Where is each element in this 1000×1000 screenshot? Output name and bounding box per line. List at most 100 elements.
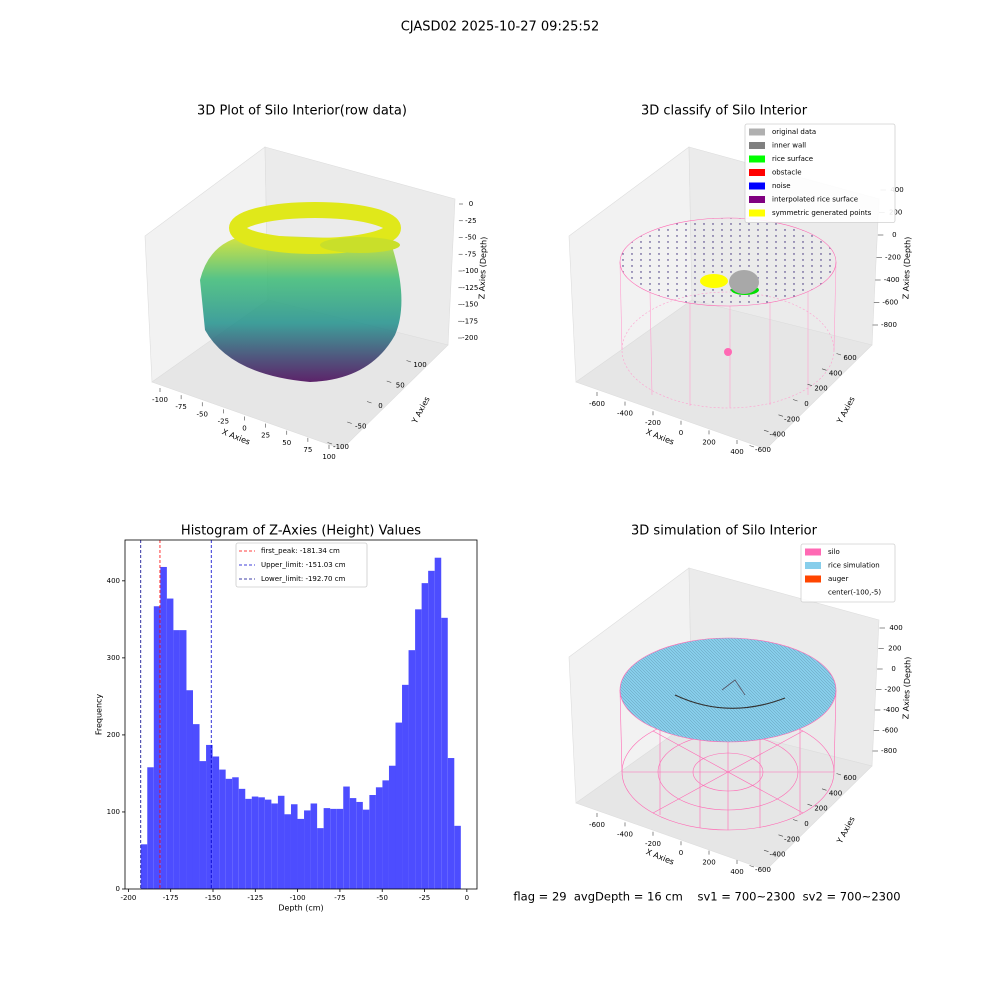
x-tick-label: 0 [242,425,246,433]
z-tick-label: 0 [892,231,896,239]
bar [245,798,252,889]
y-tick-label: 300 [107,654,120,662]
bar [219,769,226,889]
x-tick-label: 75 [303,446,312,454]
x-tick-label: -150 [205,894,221,902]
y-tick-label: -200 [784,415,800,423]
x-tick-label: -50 [197,410,208,418]
tick-mark [763,429,769,432]
bar [382,780,389,889]
z-tick-label: -75 [465,250,476,258]
tick-mark [749,865,755,868]
bar [153,606,161,889]
tick-mark [347,421,352,424]
legend-swatch [805,548,821,556]
y-tick-label: 200 [107,731,120,739]
bar [428,570,435,889]
bar [310,803,318,889]
z-tick-label: 200 [888,645,901,653]
x-tick-label: -100 [152,396,168,404]
z-tick-label: -125 [462,284,478,292]
legend-label: obstacle [772,169,802,177]
axis-label: Z Axies (Depth) [901,657,912,720]
x-tick-label: -200 [645,419,661,427]
bar [238,788,246,889]
figure-title: CJASD02 2025-10-27 09:25:52 [401,20,600,35]
legend-box [235,542,368,588]
axis-label: Z Axies (Depth) [477,237,488,300]
tick-mark [386,380,392,383]
y-tick-label: 0 [804,400,808,408]
y-tick-label: 400 [829,369,842,377]
chart-title: 3D Plot of Silo Interior(row data) [197,104,407,119]
x-tick-label: -25 [218,417,229,425]
bar [271,803,278,889]
z-tick-label: -200 [885,254,901,262]
x-tick-label: -600 [589,400,605,408]
legend-label: center(-100,-5) [828,589,881,597]
tick-mark [327,442,333,445]
x-tick-label: -75 [334,894,345,902]
y-tick-label: 600 [843,774,856,782]
y-tick-label: 200 [814,805,827,813]
legend-swatch [749,128,765,136]
tick-mark [749,445,755,448]
z-tick-label: -50 [465,234,476,242]
bar [323,808,331,889]
z-tick-label: -400 [883,706,899,714]
bar [160,566,167,889]
bar [343,786,350,889]
x-tick-label: -125 [247,894,263,902]
z-tick-label: 200 [889,209,902,217]
axes-frame [124,539,478,890]
bar [408,650,416,889]
x-tick-label: -75 [175,403,186,411]
legend-box [800,543,896,603]
bar [147,767,154,889]
z-tick-label: -400 [884,276,900,284]
y-tick-label: -400 [770,851,786,859]
bar [232,777,239,889]
bar [388,765,396,889]
tick-mark [366,401,372,404]
silo-simulation [619,637,837,831]
bar [415,609,422,889]
bar [179,630,187,889]
legend-label: Upper_limit: -151.03 cm [261,561,346,569]
z-tick-label: -200 [462,334,478,342]
legend-label: Lower_limit: -192.70 cm [261,575,346,583]
bar [258,797,265,889]
z-tick-label: 0 [891,665,895,673]
x-tick-label: -25 [419,894,430,902]
x-tick-label: -100 [290,894,306,902]
y-tick-label: 0 [804,820,808,828]
bar [434,557,442,889]
legend-label: rice simulation [828,562,880,570]
classified-points [700,270,759,295]
legend-swatch [749,142,765,149]
x-axis-label: Depth (cm) [278,904,323,913]
x-tick-label: 25 [261,432,270,440]
bar [395,722,403,889]
tick-mark [821,788,827,791]
legend-label: rice surface [772,155,813,163]
legend-box [744,123,896,223]
y-tick-label: 0 [378,402,382,410]
x-tick-label: 400 [730,868,743,876]
axis-label: Z Axies (Depth) [901,237,912,300]
y-tick-label: -200 [784,835,800,843]
bar [140,844,148,889]
x-tick-label: 200 [702,859,715,867]
bar [251,796,259,889]
x-tick-label: -175 [163,894,179,902]
tick-mark [778,834,784,837]
z-tick-label: -150 [462,301,478,309]
bar [447,758,455,889]
z-tick-label: 400 [889,624,902,632]
y-tick-label: 0 [116,885,120,893]
y-tick-label: 50 [396,382,405,390]
y-tick-label: -600 [755,866,771,874]
legend-label: first_peak: -181.34 cm [261,547,340,555]
tick-mark [807,383,813,386]
